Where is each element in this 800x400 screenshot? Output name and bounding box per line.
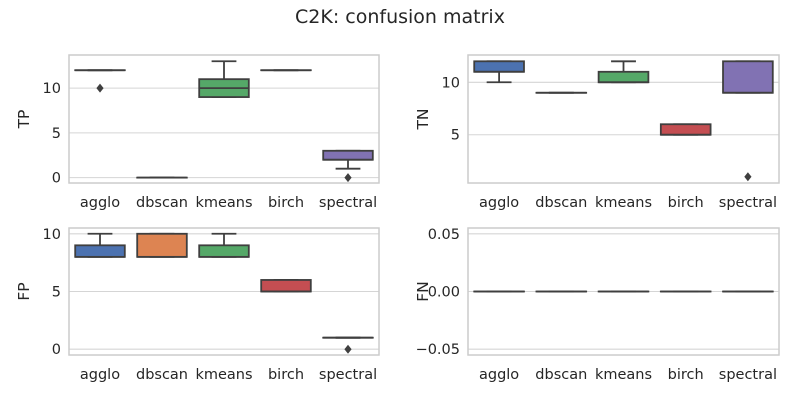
box-body [597,70,650,84]
x-tick-label: dbscan [136,195,188,211]
axes-frame [68,227,380,356]
y-tick-label: 0 [52,171,61,187]
x-tick-label: spectral [719,195,777,211]
x-tick-label: agglo [80,367,120,383]
subplot-fp: 0 5 10 FP agglo dbscan kmeans birch spectral [15,227,380,383]
x-tick-label: dbscan [535,367,587,383]
box-birch [260,279,312,293]
box-spectral [322,336,374,354]
outlier-marker [344,344,352,354]
figure-title: C2K: confusion matrix [295,6,505,28]
box-agglo [74,232,126,258]
x-tick-label: kmeans [195,367,252,383]
axes-frame [467,54,780,184]
x-tick-label: kmeans [195,195,252,211]
box-body [198,244,250,258]
y-axis-label: TP [15,110,33,130]
axes-frame [467,227,780,356]
y-tick-label: 5 [52,126,61,142]
x-tick-label: kmeans [595,367,652,383]
box-agglo [74,69,126,93]
y-tick-label: 0.05 [428,227,460,243]
box-body [659,123,712,136]
x-tick-label: birch [668,367,704,383]
y-tick-label: −0.05 [416,342,460,358]
subplot-tn: 5 10 TN agglo dbscan kmeans birch spectral [414,54,780,211]
box-spectral [722,60,774,182]
x-tick-label: agglo [479,367,519,383]
x-tick-label: spectral [719,367,777,383]
box-kmeans [198,232,250,258]
x-tick-label: birch [268,367,304,383]
y-tick-label: 5 [451,128,460,144]
axes-frame [68,54,380,184]
y-axis-label: FP [15,282,33,300]
x-tick-label: dbscan [535,195,587,211]
box-dbscan [136,232,188,258]
box-spectral [322,149,374,183]
subplot-fn: −0.05 0.00 0.05 FN agglo dbscan kmeans birch spe… [414,227,780,383]
outlier-marker [744,172,752,182]
x-tick-label: dbscan [136,367,188,383]
x-tick-label: agglo [479,195,519,211]
box-kmeans [597,60,650,84]
y-tick-label: 5 [52,285,61,301]
box-body [260,279,312,293]
y-tick-label: 10 [43,227,61,243]
box-birch [659,123,712,136]
y-tick-label: 10 [442,75,460,91]
box-body [473,60,525,73]
x-tick-label: kmeans [595,195,652,211]
x-tick-label: spectral [319,367,377,383]
box-body [136,232,188,258]
y-tick-label: 0 [52,342,61,358]
x-tick-label: spectral [319,195,377,211]
subplot-grid: 0 5 10 TP agglo dbscan kmeans birch spectral 5 10 T… [15,54,780,383]
y-tick-label: 0.00 [428,285,460,301]
outlier-marker [344,173,352,183]
box-kmeans [198,60,250,98]
box-body [74,244,126,258]
x-tick-label: birch [268,195,304,211]
outlier-marker [96,83,104,93]
x-tick-label: agglo [80,195,120,211]
box-body [722,60,774,94]
box-body [322,149,374,161]
y-axis-label: FN [414,281,432,302]
y-axis-label: TN [414,108,432,130]
x-tick-label: birch [668,195,704,211]
y-tick-label: 10 [43,81,61,97]
box-agglo [473,60,525,84]
subplot-tp: 0 5 10 TP agglo dbscan kmeans birch spectral [15,54,380,211]
